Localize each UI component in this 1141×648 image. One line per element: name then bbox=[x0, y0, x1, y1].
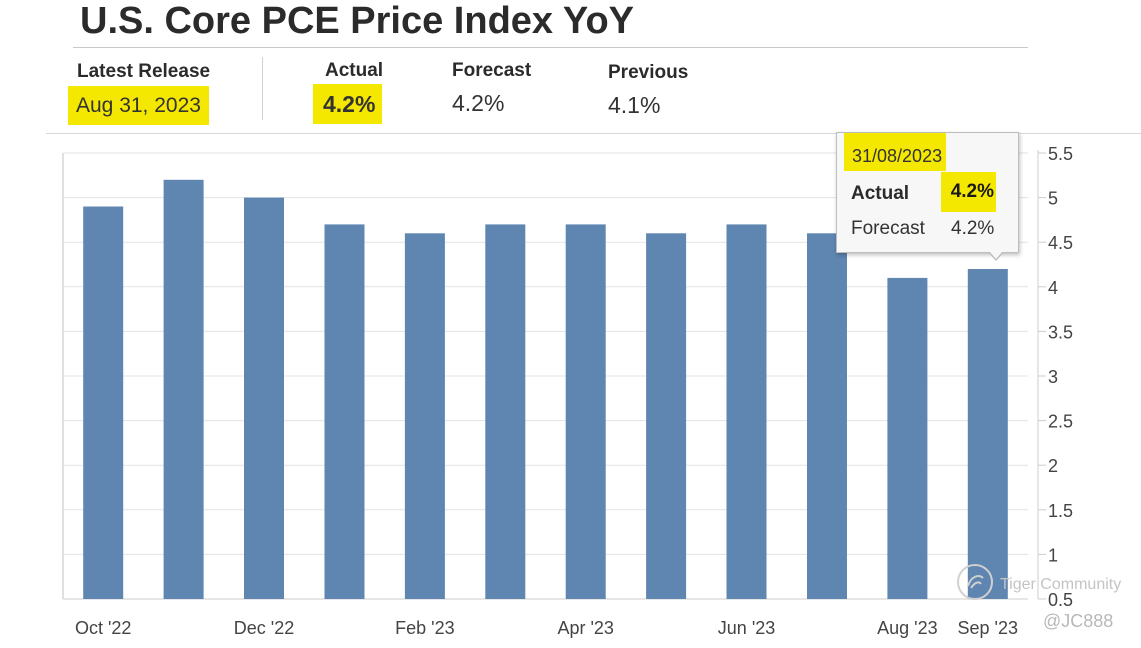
bar[interactable] bbox=[967, 269, 1008, 599]
actual-value: 4.2% bbox=[313, 84, 383, 124]
y-tick-label: 0.5 bbox=[1048, 590, 1073, 610]
bar[interactable] bbox=[83, 206, 124, 600]
x-tick-label: Sep '23 bbox=[958, 618, 1019, 638]
x-tick-label: Aug '23 bbox=[877, 618, 938, 638]
bar[interactable] bbox=[485, 224, 526, 599]
tooltip-pointer-fill bbox=[989, 251, 1003, 259]
previous-value: 4.1% bbox=[608, 92, 661, 118]
bar[interactable] bbox=[163, 179, 204, 600]
watermark-text: Tiger Community bbox=[1000, 576, 1122, 593]
data-tooltip: 31/08/2023 Actual 4.2% Forecast 4.2% bbox=[836, 132, 1019, 261]
y-tick-label: 1.5 bbox=[1048, 501, 1073, 521]
tooltip-date: 31/08/2023 bbox=[844, 133, 947, 171]
header-separator bbox=[262, 57, 263, 120]
y-tick-label: 2 bbox=[1048, 456, 1058, 476]
tiger-community-logo-icon bbox=[957, 564, 993, 600]
bar[interactable] bbox=[244, 197, 284, 599]
forecast-value: 4.2% bbox=[452, 90, 505, 116]
tooltip-forecast-label: Forecast bbox=[851, 218, 925, 239]
x-tick-label: Apr '23 bbox=[557, 618, 613, 638]
tooltip-actual-label: Actual bbox=[851, 183, 910, 204]
forecast-label: Forecast bbox=[452, 60, 532, 81]
y-tick-label: 3 bbox=[1048, 367, 1058, 387]
bar[interactable] bbox=[807, 233, 847, 600]
header-divider bbox=[46, 133, 1141, 134]
latest-release-value: Aug 31, 2023 bbox=[68, 86, 209, 125]
x-tick-label: Dec '22 bbox=[234, 618, 294, 638]
bar[interactable] bbox=[646, 233, 687, 600]
y-tick-label: 4 bbox=[1048, 278, 1058, 298]
y-tick-label: 3.5 bbox=[1048, 322, 1073, 342]
actual-label: Actual bbox=[325, 60, 384, 81]
x-tick-label: Jun '23 bbox=[718, 618, 775, 638]
y-tick-label: 1 bbox=[1048, 545, 1058, 565]
page-title: U.S. Core PCE Price Index YoY bbox=[80, 0, 635, 42]
y-tick-label: 5.5 bbox=[1048, 144, 1073, 164]
bar[interactable] bbox=[887, 277, 928, 599]
x-axis-ticks: Oct '22 Dec '22 Feb '23 Apr '23 Jun '23 Aug '… bbox=[75, 618, 1018, 638]
bar[interactable] bbox=[404, 233, 445, 600]
bar[interactable] bbox=[565, 224, 606, 599]
tiger-logo-mark-icon bbox=[967, 575, 984, 589]
bar[interactable] bbox=[726, 224, 767, 599]
previous-label: Previous bbox=[608, 62, 689, 83]
y-tick-label: 4.5 bbox=[1048, 233, 1073, 253]
latest-release-label: Latest Release bbox=[77, 61, 211, 82]
tooltip-actual-value: 4.2% bbox=[941, 172, 996, 212]
x-tick-label: Feb '23 bbox=[395, 618, 454, 638]
x-tick-label: Oct '22 bbox=[75, 618, 131, 638]
y-tick-label: 5 bbox=[1048, 189, 1058, 209]
bar[interactable] bbox=[324, 224, 365, 599]
y-tick-label: 2.5 bbox=[1048, 412, 1073, 432]
tooltip-forecast-value: 4.2% bbox=[951, 218, 995, 239]
title-divider bbox=[73, 47, 1028, 48]
y-axis-ticks: 0.5 1 1.5 2 2.5 3 3.5 4 4.5 5 5.5 bbox=[1038, 144, 1073, 610]
bars bbox=[83, 179, 1008, 600]
watermark-user: @JC888 bbox=[1043, 611, 1114, 631]
